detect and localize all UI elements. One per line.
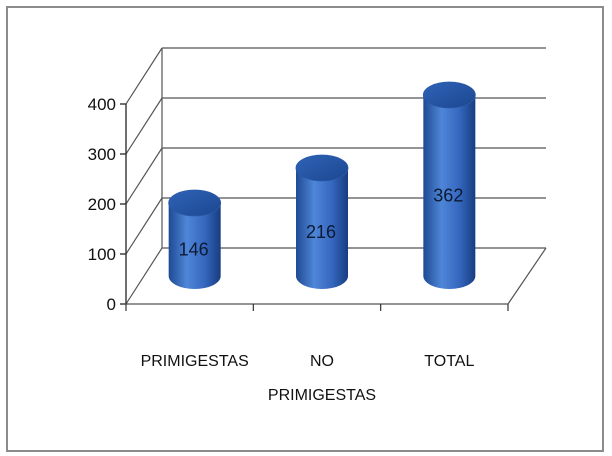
chart-walls: [125, 47, 547, 305]
bar-top: [168, 189, 222, 217]
category-label: NO PRIMIGESTAS: [268, 353, 376, 404]
bar-body: [168, 203, 221, 289]
value-axis-tick-label: 0: [107, 295, 116, 314]
floor-right-edge: [507, 247, 547, 305]
bar-3: 362: [422, 81, 476, 289]
bar-series: 146 216 362: [168, 81, 476, 289]
value-axis-tick-label: 300: [88, 145, 116, 164]
category-label-line: PRIMIGESTAS: [268, 387, 376, 404]
value-axis-tick-label: 100: [88, 245, 116, 264]
bar-body: [423, 95, 476, 289]
bar-top: [422, 81, 476, 109]
category-label-line: TOTAL: [424, 353, 474, 370]
data-label: 146: [179, 240, 209, 260]
side-gridline: [125, 197, 163, 255]
data-label: 216: [306, 222, 336, 242]
side-gridline: [125, 97, 163, 155]
value-axis: 0 100 200 300 400: [88, 95, 509, 314]
value-axis-tick-label: 400: [88, 95, 116, 114]
bar-2: 216: [295, 154, 349, 289]
category-label-line: NO: [310, 353, 334, 370]
side-gridline: [125, 247, 163, 305]
category-label-line: PRIMIGESTAS: [141, 353, 249, 370]
category-label: TOTAL: [424, 353, 474, 370]
data-label: 362: [433, 186, 463, 206]
category-axis: PRIMIGESTAS NO PRIMIGESTAS TOTAL: [141, 353, 475, 404]
value-axis-tick-label: 200: [88, 195, 116, 214]
bar-body: [296, 168, 348, 289]
side-gridline: [125, 147, 163, 205]
category-label: PRIMIGESTAS: [141, 353, 249, 370]
side-gridline: [125, 47, 163, 105]
bar-1: 146: [168, 189, 222, 289]
bar-top: [295, 154, 349, 182]
